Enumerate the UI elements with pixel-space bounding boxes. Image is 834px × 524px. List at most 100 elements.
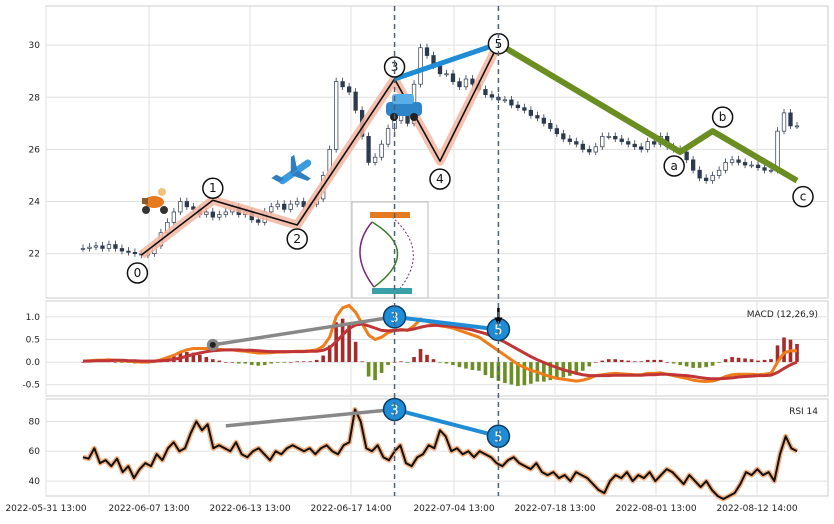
price-y-tick-label: 26 bbox=[29, 145, 41, 155]
candle-body bbox=[574, 141, 579, 145]
rsi-y-tick-label: 80 bbox=[29, 417, 41, 427]
price-panel: 012345abc bbox=[80, 33, 814, 299]
candle-body bbox=[450, 73, 456, 82]
macd-histogram-bar bbox=[756, 360, 760, 363]
macd-histogram-bar bbox=[581, 362, 585, 371]
macd-histogram-bar bbox=[295, 361, 299, 363]
candle-body bbox=[256, 219, 261, 223]
macd-histogram-bar bbox=[697, 362, 702, 368]
candle-body bbox=[632, 143, 637, 148]
candle-body bbox=[736, 159, 741, 163]
macd-histogram-bar bbox=[373, 362, 377, 381]
corrective-label-c: c bbox=[800, 190, 807, 204]
corrective-wave-line bbox=[496, 41, 799, 184]
candle-body bbox=[781, 112, 787, 132]
candle-body bbox=[470, 78, 475, 85]
macd-histogram-bar bbox=[301, 361, 306, 363]
candle-body bbox=[191, 206, 196, 210]
macd-wave-marker-label: 3 bbox=[390, 311, 398, 326]
candle-body bbox=[217, 214, 222, 218]
candle-body bbox=[379, 143, 384, 158]
macd-histogram-bar bbox=[574, 362, 579, 375]
overlay-annotations bbox=[393, 6, 500, 496]
candle-body bbox=[457, 81, 462, 88]
wave-label-circle bbox=[286, 228, 308, 250]
candle-body bbox=[755, 164, 761, 168]
macd-histogram-bar bbox=[457, 362, 462, 368]
x-tick-label: 2022-08-01 13:00 bbox=[615, 504, 696, 514]
rsi-wave-marker-label: 5 bbox=[494, 430, 502, 445]
rsi-panel: 35 bbox=[82, 397, 799, 502]
macd-histogram-bar bbox=[542, 362, 546, 382]
candle-body bbox=[372, 156, 378, 163]
macd-histogram-bar bbox=[353, 341, 358, 363]
macd-histogram-bar bbox=[217, 360, 222, 363]
candle-body bbox=[288, 203, 293, 210]
macd-histogram-bar bbox=[438, 362, 442, 363]
inset-thumbnail bbox=[351, 201, 429, 299]
macd-histogram-bar bbox=[360, 361, 364, 363]
macd-histogram-bar bbox=[275, 362, 280, 363]
x-tick-label: 2022-08-12 14:00 bbox=[716, 504, 797, 514]
wave-label-2: 2 bbox=[293, 232, 301, 246]
candle-body bbox=[541, 117, 547, 124]
wave-label-circle bbox=[126, 262, 149, 284]
corrective-label-a: a bbox=[670, 159, 677, 173]
wave-label-3: 3 bbox=[391, 60, 399, 74]
macd-histogram-bar bbox=[425, 354, 429, 363]
macd-histogram-bar bbox=[782, 337, 786, 363]
candle-body bbox=[171, 211, 177, 223]
candle-body bbox=[100, 245, 105, 249]
candle-body bbox=[522, 107, 527, 111]
candle-body bbox=[788, 112, 793, 127]
candle-body bbox=[729, 159, 735, 163]
corrective-label-circle bbox=[711, 106, 734, 128]
candle-body bbox=[548, 122, 553, 129]
macd-histogram-bar bbox=[691, 362, 695, 368]
macd-histogram-bar bbox=[470, 362, 475, 371]
macd-y-tick-label: -0.5 bbox=[22, 381, 40, 391]
rsi-divergence-line-blue bbox=[394, 407, 499, 439]
candle-body bbox=[204, 211, 209, 215]
x-tick-label: 2022-07-04 13:00 bbox=[413, 504, 494, 514]
macd-histogram-bar bbox=[418, 349, 423, 363]
macd-histogram-bar bbox=[619, 359, 624, 363]
axis-labels: 2224262830-0.50.00.51.04060802022-05-31 … bbox=[5, 41, 797, 514]
macd-divergence-point-core bbox=[209, 341, 216, 348]
macd-histogram-bar bbox=[548, 362, 553, 381]
candle-body bbox=[113, 244, 118, 249]
candle-body bbox=[353, 91, 358, 111]
rsi-y-tick-label: 60 bbox=[29, 447, 41, 457]
macd-histogram-bar bbox=[503, 362, 507, 384]
candle-body bbox=[502, 99, 508, 102]
candle-body bbox=[626, 141, 631, 145]
macd-y-tick-label: 0.5 bbox=[26, 335, 40, 345]
macd-histogram-bar bbox=[399, 361, 403, 363]
macd-histogram-bar bbox=[256, 362, 261, 366]
candle-body bbox=[184, 201, 190, 208]
macd-histogram-bar bbox=[671, 362, 676, 364]
macd-histogram-bar bbox=[743, 358, 747, 363]
macd-histogram-bar bbox=[392, 362, 397, 363]
corrective-label-b: b bbox=[719, 110, 727, 124]
macd-histogram-bar bbox=[684, 362, 689, 367]
rsi-line bbox=[82, 408, 798, 500]
candle-body bbox=[567, 138, 572, 142]
candle-body bbox=[424, 47, 430, 56]
candle-body bbox=[366, 136, 371, 163]
macd-histogram-bar bbox=[775, 345, 780, 363]
candle-body bbox=[269, 206, 274, 213]
wave-label-circle bbox=[383, 56, 406, 78]
macd-histogram-bar bbox=[464, 362, 468, 369]
macd-histogram-bar bbox=[639, 361, 644, 363]
macd-histogram-bar bbox=[120, 362, 124, 363]
rsi-panel-title: RSI 14 bbox=[789, 407, 818, 417]
macd-histogram-bar bbox=[451, 362, 455, 365]
candle-body bbox=[652, 141, 657, 145]
candle-body bbox=[509, 99, 514, 106]
candle-body bbox=[690, 159, 696, 171]
macd-histogram-bar bbox=[262, 362, 267, 365]
candle-body bbox=[223, 211, 228, 215]
corrective-label-circle bbox=[792, 185, 814, 208]
